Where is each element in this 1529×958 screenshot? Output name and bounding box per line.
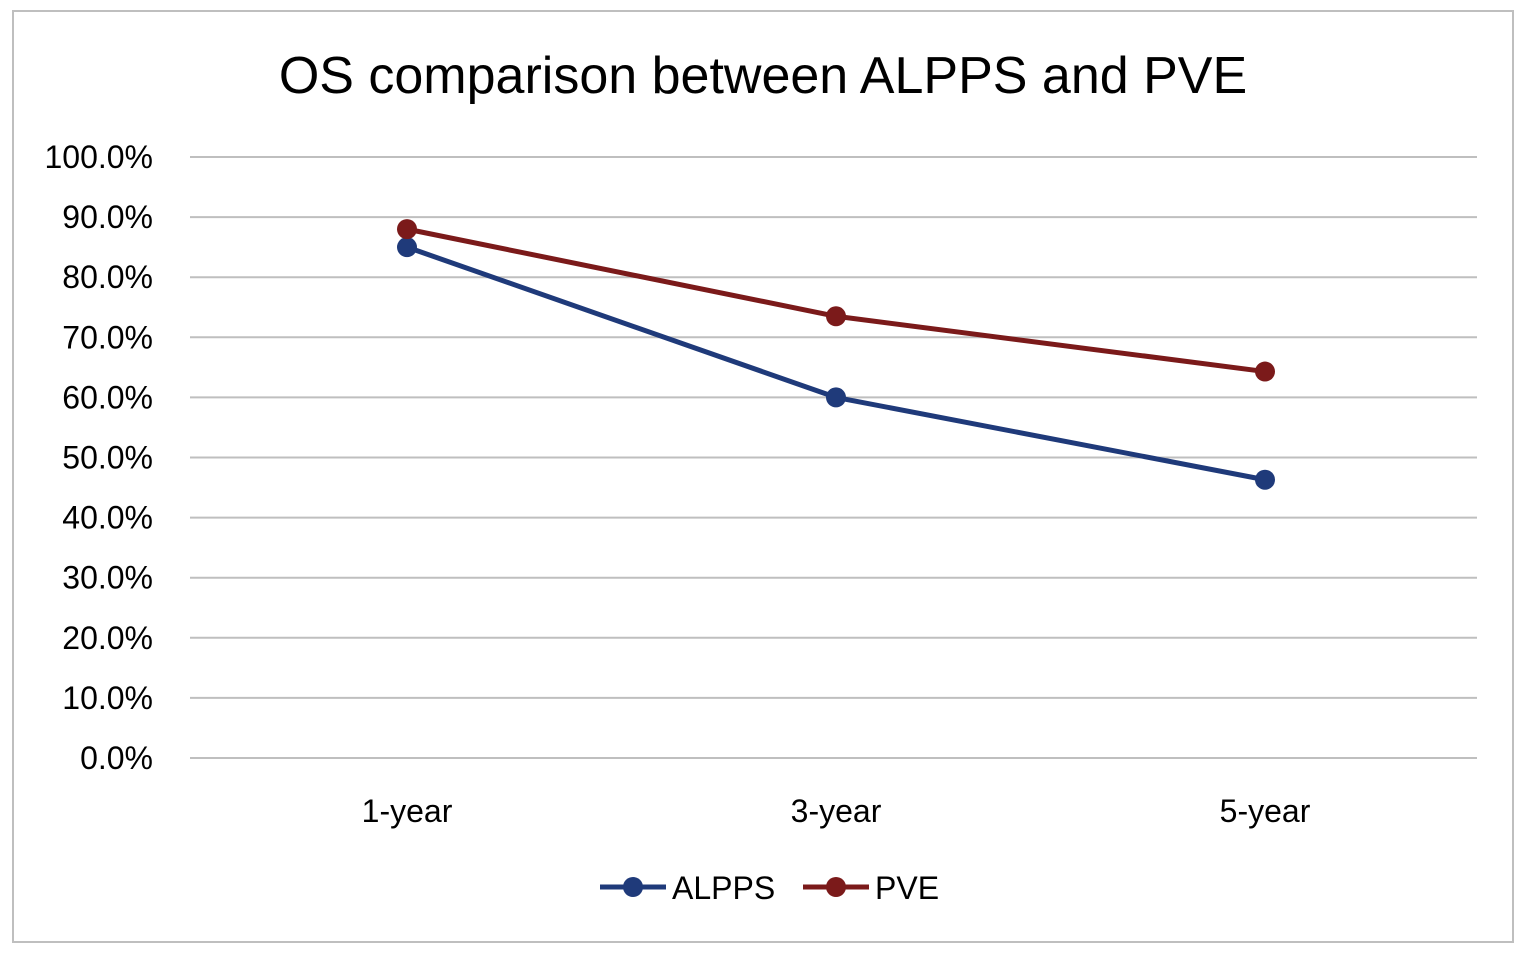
y-tick-label: 30.0% (62, 560, 153, 596)
legend-marker (826, 877, 846, 897)
series-pve (397, 219, 1275, 382)
y-tick-label: 70.0% (62, 319, 153, 355)
legend-item-alpps: ALPPS (600, 870, 775, 906)
legend-label: PVE (875, 870, 939, 906)
y-tick-label: 80.0% (62, 259, 153, 295)
y-tick-label: 20.0% (62, 620, 153, 656)
data-point-pve (826, 306, 846, 327)
y-tick-label: 90.0% (62, 199, 153, 235)
series-alpps (397, 237, 1275, 490)
chart-title: OS comparison between ALPPS and PVE (279, 47, 1247, 105)
data-point-alpps (1255, 469, 1275, 490)
y-tick-label: 100.0% (44, 139, 153, 175)
legend-item-pve: PVE (803, 870, 939, 906)
series-line-alpps (404, 244, 1268, 483)
x-tick-label: 5-year (1220, 793, 1311, 829)
legend-label: ALPPS (672, 870, 775, 906)
data-point-pve (1255, 361, 1275, 382)
data-point-alpps (826, 387, 846, 408)
x-axis-tick-labels: 1-year 3-year 5-year (362, 793, 1311, 829)
data-point-alpps (397, 237, 417, 258)
series-lines (397, 219, 1275, 490)
data-point-pve (397, 219, 417, 240)
x-tick-label: 3-year (791, 793, 882, 829)
x-tick-label: 1-year (362, 793, 453, 829)
y-tick-label: 40.0% (62, 500, 153, 536)
y-tick-label: 0.0% (80, 740, 153, 776)
y-axis-tick-labels: 0.0% 10.0% 20.0% 30.0% 40.0% 50.0% 60.0% 70.0% 8… (44, 139, 153, 776)
legend: ALPPS PVE (600, 870, 939, 906)
y-tick-label: 50.0% (62, 440, 153, 476)
gridlines (190, 156, 1477, 759)
y-tick-label: 10.0% (62, 680, 153, 716)
series-line-pve (404, 226, 1268, 375)
legend-marker (623, 877, 643, 897)
y-tick-label: 60.0% (62, 379, 153, 415)
